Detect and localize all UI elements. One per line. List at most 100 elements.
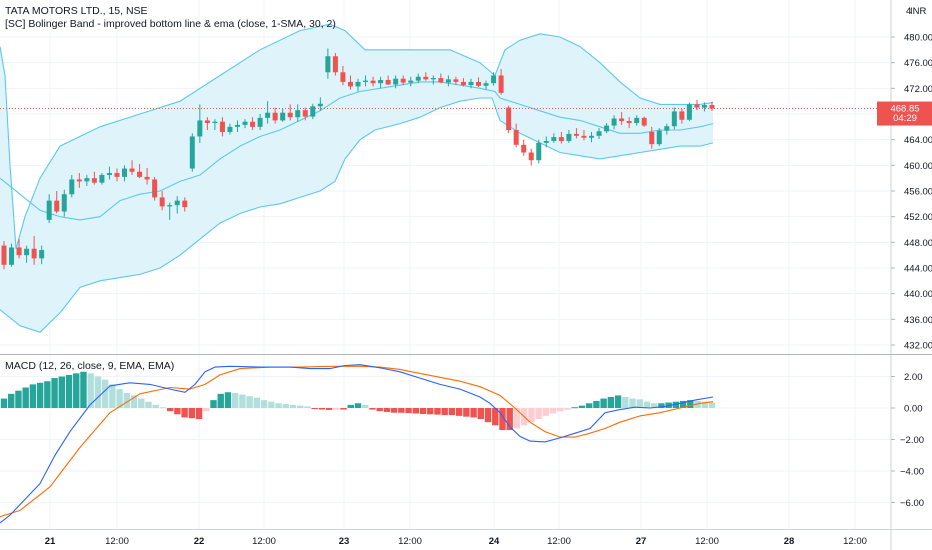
candle[interactable] xyxy=(363,75,369,87)
candle[interactable] xyxy=(573,128,579,139)
candle[interactable] xyxy=(31,235,37,265)
candle[interactable] xyxy=(84,174,90,186)
candle[interactable] xyxy=(91,171,97,185)
candle[interactable] xyxy=(159,191,165,211)
candle[interactable] xyxy=(129,160,135,175)
candle[interactable] xyxy=(234,120,240,132)
candle-body xyxy=(24,248,30,256)
candle[interactable] xyxy=(370,76,376,87)
candle[interactable] xyxy=(227,123,233,135)
candle[interactable] xyxy=(16,239,22,259)
candle[interactable] xyxy=(430,75,436,85)
candle[interactable] xyxy=(317,97,323,111)
candle[interactable] xyxy=(445,75,451,87)
candle[interactable] xyxy=(54,191,60,214)
candle[interactable] xyxy=(460,78,466,87)
candle[interactable] xyxy=(99,173,105,185)
candle[interactable] xyxy=(400,75,406,86)
candle[interactable] xyxy=(671,107,677,130)
candle[interactable] xyxy=(588,131,594,143)
candle[interactable] xyxy=(287,104,293,121)
candle[interactable] xyxy=(393,75,399,89)
candle[interactable] xyxy=(204,117,210,131)
candle[interactable] xyxy=(295,104,301,122)
candle[interactable] xyxy=(626,117,632,129)
candle[interactable] xyxy=(257,114,263,131)
candle[interactable] xyxy=(551,133,557,143)
candle[interactable] xyxy=(634,115,640,126)
candle[interactable] xyxy=(355,78,361,92)
candle[interactable] xyxy=(641,116,647,127)
candle[interactable] xyxy=(310,103,316,120)
candle[interactable] xyxy=(212,119,218,131)
candle[interactable] xyxy=(415,73,421,84)
candle[interactable] xyxy=(385,75,391,86)
candle[interactable] xyxy=(197,104,203,143)
candle[interactable] xyxy=(61,189,67,217)
candle[interactable] xyxy=(114,168,120,182)
candle[interactable] xyxy=(167,202,173,220)
candle[interactable] xyxy=(701,102,707,112)
candle[interactable] xyxy=(513,123,519,148)
candle[interactable] xyxy=(664,123,670,135)
candle[interactable] xyxy=(152,176,158,201)
candle[interactable] xyxy=(506,105,512,134)
candle[interactable] xyxy=(604,122,610,134)
candle[interactable] xyxy=(528,148,534,166)
candle[interactable] xyxy=(250,117,256,131)
macd-axis[interactable]: 2.00 0.00 −2.00 −4.00 −6.00 xyxy=(891,372,924,509)
candle[interactable] xyxy=(558,131,564,144)
candle[interactable] xyxy=(656,128,662,147)
candle[interactable] xyxy=(1,241,7,270)
candle[interactable] xyxy=(694,99,700,111)
candle[interactable] xyxy=(686,102,692,122)
candle[interactable] xyxy=(340,65,346,86)
candle[interactable] xyxy=(679,108,685,124)
candle[interactable] xyxy=(24,245,30,263)
candle[interactable] xyxy=(423,72,429,81)
candle[interactable] xyxy=(483,80,489,90)
candle[interactable] xyxy=(76,173,82,188)
candle[interactable] xyxy=(476,77,482,88)
candle[interactable] xyxy=(325,48,331,79)
candle[interactable] xyxy=(438,73,444,84)
candle[interactable] xyxy=(137,164,143,179)
candle[interactable] xyxy=(182,197,188,212)
candle[interactable] xyxy=(265,101,271,124)
time-axis[interactable]: 21 12:00 22 12:00 23 12:00 24 12:00 27 12:00 28 12:… xyxy=(45,536,867,547)
candle[interactable] xyxy=(619,112,625,125)
candle[interactable] xyxy=(536,139,542,164)
candle[interactable] xyxy=(272,107,278,124)
candle[interactable] xyxy=(347,75,353,90)
candle[interactable] xyxy=(453,76,459,86)
candle[interactable] xyxy=(122,165,128,182)
candle[interactable] xyxy=(302,107,308,121)
candle[interactable] xyxy=(9,243,15,267)
candle[interactable] xyxy=(498,69,504,95)
candle[interactable] xyxy=(581,130,587,141)
candle[interactable] xyxy=(378,76,384,89)
candle[interactable] xyxy=(408,76,414,87)
candle[interactable] xyxy=(566,130,572,143)
candle[interactable] xyxy=(649,126,655,149)
candle[interactable] xyxy=(189,133,195,172)
candle[interactable] xyxy=(144,167,150,185)
candle[interactable] xyxy=(39,245,45,265)
candle[interactable] xyxy=(491,72,497,86)
candle[interactable] xyxy=(709,101,715,111)
candle[interactable] xyxy=(332,53,338,76)
candle[interactable] xyxy=(106,166,112,180)
candle[interactable] xyxy=(174,196,180,214)
candle[interactable] xyxy=(543,136,549,148)
candle[interactable] xyxy=(468,78,474,89)
candle[interactable] xyxy=(46,194,52,224)
candle[interactable] xyxy=(521,139,527,156)
candle[interactable] xyxy=(242,119,248,129)
candle[interactable] xyxy=(596,128,602,140)
candlestick-series[interactable] xyxy=(1,48,715,270)
candle[interactable] xyxy=(219,117,225,137)
candle[interactable] xyxy=(611,115,617,130)
candle[interactable] xyxy=(280,108,286,122)
candle[interactable] xyxy=(69,174,75,198)
